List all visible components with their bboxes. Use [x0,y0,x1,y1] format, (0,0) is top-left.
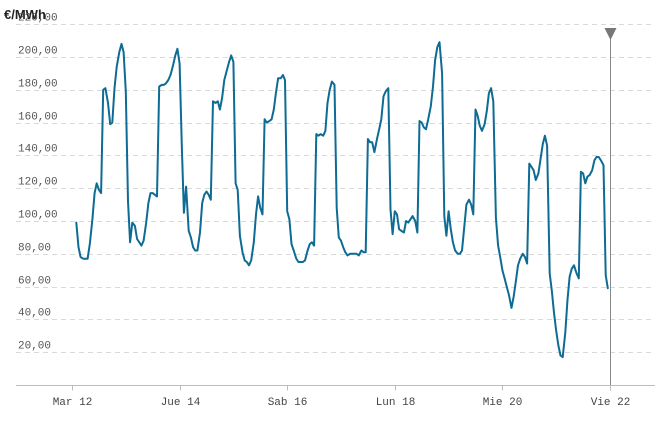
x-tick-label: Vie 22 [591,397,631,409]
price-series-line [75,41,609,359]
y-tick-label: 80,00 [18,243,51,255]
x-axis: Mar 12 Jue 14 Sab 16 Lun 18 Mie 20 Vie 22 [16,385,655,409]
y-tick-label: 120,00 [18,177,58,189]
x-tick-label: Lun 18 [376,397,416,409]
x-tick-label: Mar 12 [53,397,93,409]
x-tick-label: Mie 20 [483,397,523,409]
y-tick-label: 160,00 [18,112,58,124]
series-layer [75,41,609,359]
cursor-marker-icon [604,28,617,40]
y-axis-unit-label: €/MWh [4,7,46,22]
y-tick-label: 200,00 [18,46,58,58]
y-tick-label: 100,00 [18,210,58,222]
y-tick-label: 180,00 [18,79,58,91]
y-tick-label: 20,00 [18,341,51,353]
x-tick-label: Sab 16 [268,397,308,409]
x-tick-label: Jue 14 [161,397,201,409]
y-tick-label: 60,00 [18,276,51,288]
hover-cursor [604,28,617,385]
y-tick-label: 140,00 [18,144,58,156]
y-tick-label: 220,00 [18,13,58,25]
y-tick-label: 40,00 [18,308,51,320]
y-axis-ticks: 20,00 40,00 60,00 80,00 100,00 120,00 140,00 16… [18,13,58,353]
